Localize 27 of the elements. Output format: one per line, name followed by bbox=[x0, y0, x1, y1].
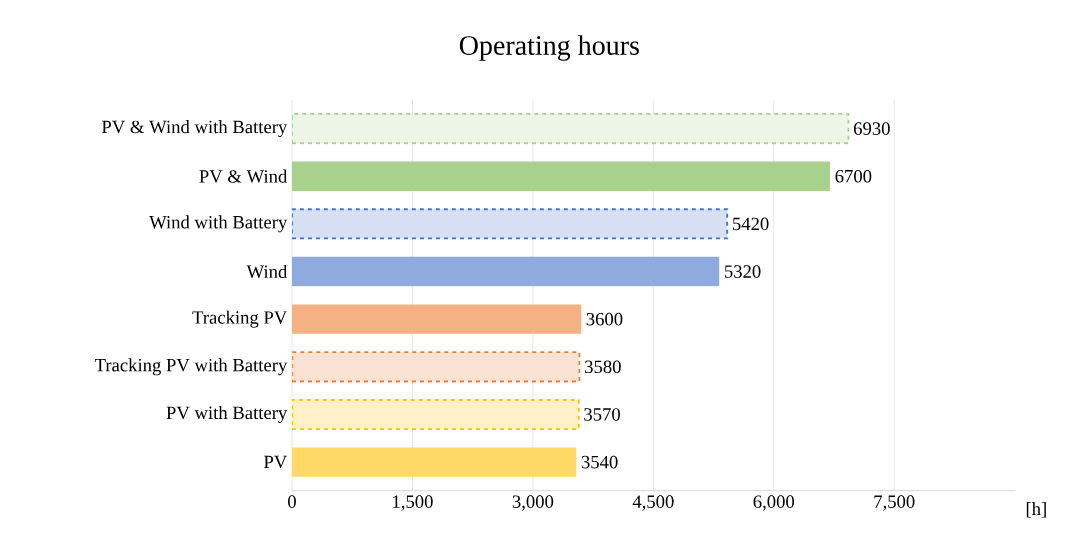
y-tick-label: Wind bbox=[246, 264, 288, 278]
y-tick-label: PV with Battery bbox=[166, 405, 288, 423]
data-label: 3540 bbox=[581, 455, 618, 469]
x-tick-label: 6,000 bbox=[753, 495, 795, 511]
data-label: 3580 bbox=[585, 360, 621, 373]
x-tick-label: 3,000 bbox=[512, 495, 554, 511]
data-label: 3570 bbox=[584, 407, 620, 421]
data-label: 5320 bbox=[724, 265, 761, 278]
x-axis-title: [h] bbox=[1026, 501, 1046, 518]
x-tick-label: 1,500 bbox=[393, 495, 433, 511]
x-tick-label: 7,500 bbox=[874, 495, 915, 511]
data-label: 6930 bbox=[853, 122, 890, 135]
bar bbox=[292, 447, 577, 477]
data-label: 3600 bbox=[586, 312, 623, 326]
y-tick-label: PV & Wind bbox=[199, 169, 288, 183]
bar bbox=[292, 256, 720, 287]
bar bbox=[292, 304, 582, 334]
y-tick-label: PV & Wind with Battery bbox=[101, 119, 288, 137]
chart-title: Operating hours bbox=[459, 35, 639, 61]
data-label: 5420 bbox=[733, 217, 769, 231]
y-tick-label: Wind with Battery bbox=[149, 215, 288, 233]
x-tick-label: 4,500 bbox=[632, 495, 674, 511]
y-tick-label: Tracking PV with Battery bbox=[94, 358, 288, 376]
y-tick-label: Tracking PV bbox=[192, 310, 288, 328]
y-tick-label: PV bbox=[263, 455, 288, 469]
x-tick-label: 0 bbox=[288, 495, 296, 508]
data-label: 6700 bbox=[835, 169, 872, 183]
